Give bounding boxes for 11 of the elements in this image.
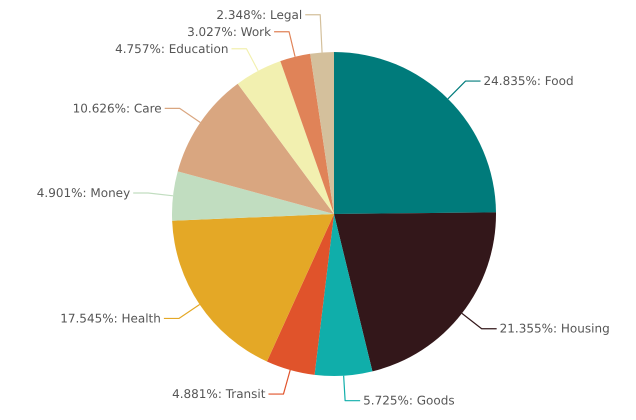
slice-label: 5.725%: Goods — [363, 394, 455, 408]
slice-label: 21.355%: Housing — [500, 322, 610, 336]
slice-label: 10.626%: Care — [72, 101, 162, 116]
slice-label: 4.901%: Money — [36, 186, 130, 200]
slice-label: 3.027%: Work — [187, 24, 272, 39]
slice-label: 2.348%: Legal — [216, 8, 302, 22]
slice-label: 24.835%: Food — [484, 74, 574, 88]
slice-label: 4.881%: Transit — [172, 387, 266, 402]
pie-slice — [334, 212, 496, 372]
slice-label: 4.757%: Education — [115, 42, 228, 56]
slice-label: 17.545%: Health — [60, 311, 161, 326]
